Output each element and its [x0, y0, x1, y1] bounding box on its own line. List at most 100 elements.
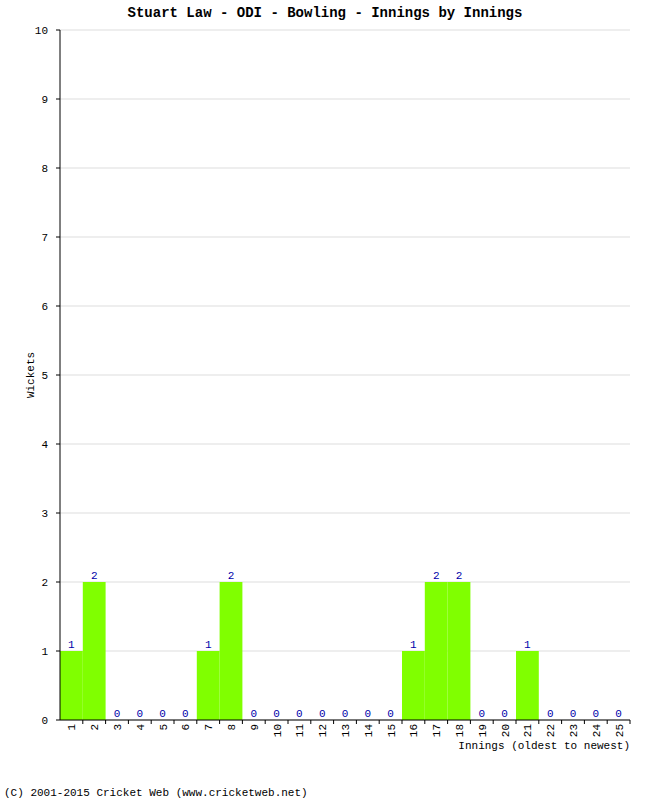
tick: [56, 99, 60, 100]
grid-line: [60, 720, 630, 721]
tick: [56, 582, 60, 583]
tick: [56, 237, 60, 238]
tick: [447, 720, 448, 724]
tick-label: 16: [408, 724, 420, 737]
tick: [584, 720, 585, 724]
data-label: 0: [547, 708, 554, 720]
tick-label: 6: [41, 301, 48, 313]
bar: [83, 582, 106, 720]
tick: [288, 720, 289, 724]
tick-label: 5: [41, 370, 48, 382]
grid-line: [60, 168, 630, 169]
data-label: 0: [342, 708, 349, 720]
data-label: 0: [592, 708, 599, 720]
tick-label: 9: [41, 94, 48, 106]
tick: [310, 720, 311, 724]
tick-label: 5: [158, 724, 170, 731]
data-label: 0: [296, 708, 303, 720]
tick: [493, 720, 494, 724]
background: [0, 0, 650, 800]
tick: [128, 720, 129, 724]
data-label: 1: [410, 639, 417, 651]
x-axis-line: [60, 720, 630, 721]
tick-label: 2: [41, 577, 48, 589]
y-axis: 012345678910: [35, 25, 630, 727]
tick: [174, 720, 175, 724]
data-label: 0: [250, 708, 257, 720]
chart: Stuart Law - ODI - Bowling - Innings by …: [0, 0, 650, 800]
credit: (C) 2001-2015 Cricket Web (www.cricketwe…: [4, 787, 308, 799]
bar: [516, 651, 539, 720]
tick-label: 2: [89, 724, 101, 731]
tick: [56, 513, 60, 514]
y-axis-label: Wickets: [25, 352, 37, 398]
tick-label: 17: [431, 724, 443, 737]
tick-label: 8: [226, 724, 238, 731]
tick: [379, 720, 380, 724]
grid-line: [60, 237, 630, 238]
tick: [56, 651, 60, 652]
tick: [151, 720, 152, 724]
tick: [402, 720, 403, 724]
data-label: 0: [319, 708, 326, 720]
data-label: 0: [136, 708, 143, 720]
bar: [402, 651, 425, 720]
tick: [219, 720, 220, 724]
tick: [516, 720, 517, 724]
tick: [56, 375, 60, 376]
tick: [196, 720, 197, 724]
bar: [448, 582, 471, 720]
tick-label: 20: [500, 724, 512, 737]
tick: [56, 444, 60, 445]
data-label: 0: [273, 708, 280, 720]
tick: [56, 720, 60, 721]
data-label: 1: [524, 639, 531, 651]
tick-label: 4: [41, 439, 48, 451]
tick-label: 3: [41, 508, 48, 520]
data-label: 0: [570, 708, 577, 720]
bar: [220, 582, 243, 720]
tick-label: 10: [272, 724, 284, 737]
tick: [56, 30, 60, 31]
tick: [265, 720, 266, 724]
tick-label: 23: [568, 724, 580, 737]
grid-line: [60, 99, 630, 100]
data-label: 2: [433, 570, 440, 582]
tick: [538, 720, 539, 724]
y-axis-line: [60, 30, 61, 720]
tick: [356, 720, 357, 724]
tick-label: 7: [41, 232, 48, 244]
tick-label: 18: [454, 724, 466, 737]
tick-label: 25: [614, 724, 626, 737]
tick-label: 12: [317, 724, 329, 737]
bar: [60, 651, 83, 720]
data-label: 0: [478, 708, 485, 720]
tick-label: 6: [180, 724, 192, 731]
data-label: 0: [615, 708, 622, 720]
tick-label: 13: [340, 724, 352, 737]
tick: [56, 306, 60, 307]
tick: [333, 720, 334, 724]
tick: [424, 720, 425, 724]
tick: [82, 720, 83, 724]
bar: [425, 582, 448, 720]
tick: [105, 720, 106, 724]
grid-line: [60, 444, 630, 445]
tick: [561, 720, 562, 724]
tick-label: 19: [477, 724, 489, 737]
tick-label: 11: [294, 724, 306, 738]
x-axis-label: Innings (oldest to newest): [458, 740, 630, 752]
tick-label: 9: [249, 724, 261, 731]
tick: [630, 720, 631, 724]
tick-label: 15: [386, 724, 398, 737]
tick-label: 10: [35, 25, 48, 37]
tick-label: 14: [363, 724, 375, 738]
tick-label: 1: [66, 724, 78, 731]
data-label: 0: [387, 708, 394, 720]
data-labels: 1200001200000001220010000: [68, 570, 622, 720]
data-label: 0: [364, 708, 371, 720]
tick: [242, 720, 243, 724]
grid-line: [60, 651, 630, 652]
tick-label: 8: [41, 163, 48, 175]
data-label: 1: [205, 639, 212, 651]
